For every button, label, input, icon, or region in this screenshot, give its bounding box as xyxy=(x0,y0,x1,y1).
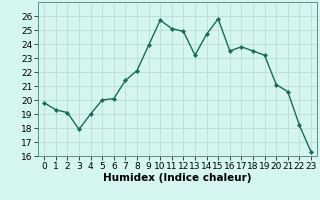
X-axis label: Humidex (Indice chaleur): Humidex (Indice chaleur) xyxy=(103,173,252,183)
